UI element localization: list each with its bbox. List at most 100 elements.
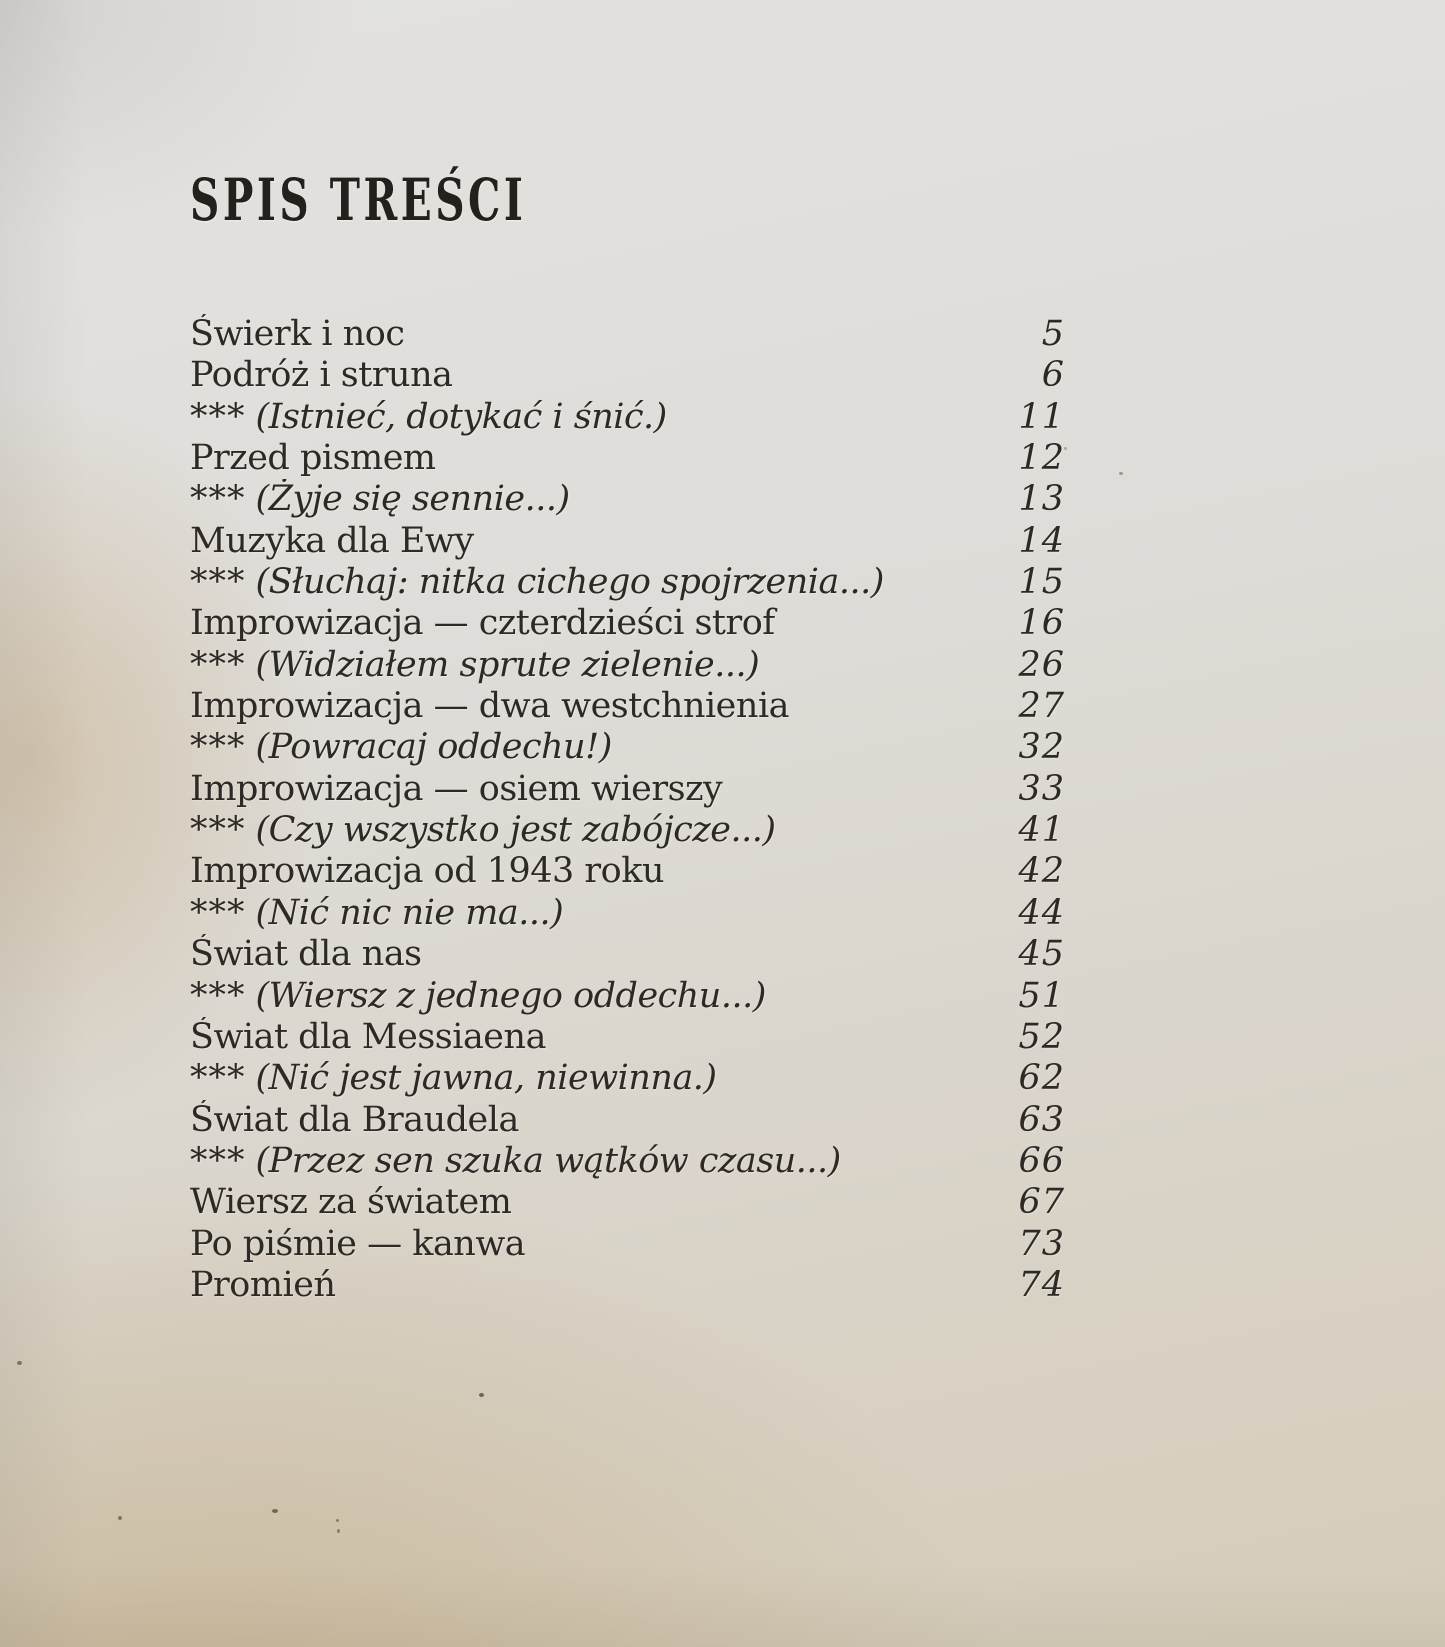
entry-title: Świat dla nas — [190, 934, 1018, 974]
toc-row: *** (Nić nic nie ma...) 44 — [190, 893, 1065, 934]
entry-text: Przed pismem — [190, 438, 436, 479]
dust-speck — [272, 1509, 278, 1513]
entry-stars: *** — [190, 479, 246, 520]
entry-page-number: 45 — [1018, 934, 1065, 975]
toc-row: Podróż i struna 6 — [190, 355, 1065, 396]
entry-text: Improwizacja — dwa westchnienia — [190, 686, 790, 727]
entry-title: Improwizacja — osiem wierszy — [190, 769, 1018, 809]
toc-row: *** (Istnieć, dotykać i śnić.) 11 — [190, 397, 1065, 438]
toc-row: *** (Żyje się sennie...) 13 — [190, 479, 1065, 520]
toc-row: *** (Widziałem sprute zielenie...) 26 — [190, 645, 1065, 686]
entry-text: (Nić nic nie ma...) — [255, 892, 564, 933]
toc-row: Wiersz za światem 67 — [190, 1182, 1065, 1223]
dust-speck — [1119, 472, 1123, 475]
dust-speck — [118, 1516, 122, 1520]
toc-row: Świat dla Messiaena 52 — [190, 1017, 1065, 1058]
entry-text: Świerk i noc — [190, 314, 405, 354]
entry-title: Promień — [190, 1265, 1018, 1305]
entry-page-number: 44 — [1018, 892, 1065, 933]
entry-title: Po piśmie — kanwa — [190, 1224, 1018, 1264]
dust-speck — [336, 1519, 339, 1522]
entry-text: Podróż i struna — [190, 355, 453, 396]
entry-title: *** (Przez sen szuka wątków czasu...) — [190, 1141, 1018, 1181]
entry-title: Improwizacja od 1943 roku — [190, 851, 1018, 891]
entry-title: Świat dla Messiaena — [190, 1017, 1018, 1057]
entry-text: (Czy wszystko jest zabójcze...) — [255, 810, 776, 851]
toc-row: *** (Przez sen szuka wątków czasu...) 66 — [190, 1141, 1065, 1182]
entry-title: *** (Czy wszystko jest zabójcze...) — [190, 810, 1018, 850]
entry-page-number: 14 — [1018, 520, 1065, 561]
toc-row: *** (Powracaj oddechu!) 32 — [190, 727, 1065, 768]
entry-stars: *** — [190, 975, 246, 1016]
toc-row: Przed pismem 12 — [190, 438, 1065, 479]
toc-row: Po piśmie — kanwa 73 — [190, 1224, 1065, 1265]
toc-row: Świat dla nas 45 — [190, 934, 1065, 975]
entry-page-number: 11 — [1018, 396, 1065, 437]
entry-page-number: 13 — [1018, 479, 1065, 520]
entry-title: Świerk i noc — [190, 314, 1042, 354]
toc-row: Improwizacja od 1943 roku 42 — [190, 851, 1065, 892]
toc-row: Improwizacja — dwa westchnienia 27 — [190, 686, 1065, 727]
entry-stars: *** — [190, 396, 246, 437]
entry-title: *** (Istnieć, dotykać i śnić.) — [190, 397, 1018, 437]
toc-row: Świat dla Braudela 63 — [190, 1100, 1065, 1141]
entry-page-number: 27 — [1018, 686, 1065, 727]
entry-text: Świat dla Messiaena — [190, 1016, 546, 1057]
entry-title: Przed pismem — [190, 438, 1018, 478]
entry-page-number: 73 — [1018, 1223, 1065, 1264]
toc-row: *** (Słuchaj: nitka cichego spojrzenia...… — [190, 562, 1065, 603]
entry-stars: *** — [190, 644, 246, 685]
entry-text: Improwizacja od 1943 roku — [190, 851, 664, 892]
toc-row: *** (Nić jest jawna, niewinna.) 62 — [190, 1058, 1065, 1099]
toc-row: Improwizacja — osiem wierszy 33 — [190, 769, 1065, 810]
entry-title: Improwizacja — czterdzieści strof — [190, 603, 1018, 643]
entry-text: Świat dla nas — [190, 934, 422, 975]
entry-page-number: 6 — [1041, 355, 1065, 396]
entry-stars: *** — [190, 892, 246, 933]
entry-text: Improwizacja — czterdzieści strof — [190, 603, 775, 644]
entry-page-number: 16 — [1018, 603, 1065, 644]
toc-row: Świerk i noc 5 — [190, 314, 1065, 355]
toc-row: *** (Wiersz z jednego oddechu...) 51 — [190, 976, 1065, 1017]
entry-page-number: 15 — [1018, 562, 1065, 603]
entry-text: (Nić jest jawna, niewinna.) — [255, 1058, 718, 1099]
entry-text: Promień — [190, 1264, 336, 1305]
entry-title: Wiersz za światem — [190, 1182, 1018, 1222]
entry-stars: *** — [190, 1140, 246, 1181]
dust-speck — [17, 1361, 22, 1365]
entry-text: (Wiersz z jednego oddechu...) — [255, 975, 767, 1016]
entry-stars: *** — [190, 1058, 246, 1099]
entry-page-number: 41 — [1018, 810, 1065, 851]
entry-page-number: 62 — [1018, 1058, 1065, 1099]
dust-speck — [337, 1529, 340, 1533]
entry-title: *** (Słuchaj: nitka cichego spojrzenia...… — [190, 562, 1018, 602]
entry-page-number: 63 — [1018, 1099, 1065, 1140]
toc-row: Promień 74 — [190, 1265, 1065, 1306]
entry-title: Improwizacja — dwa westchnienia — [190, 686, 1018, 726]
entry-title: Świat dla Braudela — [190, 1100, 1018, 1140]
toc-row: *** (Czy wszystko jest zabójcze...) 41 — [190, 810, 1065, 851]
entry-page-number: 67 — [1018, 1182, 1065, 1223]
entry-title: *** (Wiersz z jednego oddechu...) — [190, 976, 1018, 1016]
entry-text: Po piśmie — kanwa — [190, 1223, 526, 1264]
entry-text: (Powracaj oddechu!) — [255, 727, 613, 768]
toc-row: Muzyka dla Ewy 14 — [190, 521, 1065, 562]
toc-row: Improwizacja — czterdzieści strof 16 — [190, 603, 1065, 644]
entry-text: (Istnieć, dotykać i śnić.) — [255, 396, 668, 437]
entry-stars: *** — [190, 810, 246, 851]
entry-page-number: 51 — [1018, 975, 1065, 1016]
entry-title: *** (Nić jest jawna, niewinna.) — [190, 1058, 1018, 1098]
entry-page-number: 32 — [1018, 727, 1065, 768]
entry-title: *** (Widziałem sprute zielenie...) — [190, 645, 1018, 685]
entry-stars: *** — [190, 727, 246, 768]
entry-text: Muzyka dla Ewy — [190, 520, 474, 561]
entry-text: Wiersz za światem — [190, 1182, 512, 1223]
entry-page-number: 52 — [1018, 1016, 1065, 1057]
entry-title: *** (Powracaj oddechu!) — [190, 727, 1018, 767]
entry-text: (Żyje się sennie...) — [255, 479, 571, 520]
toc-list: Świerk i noc 5 Podróż i struna 6 *** (Istnieć… — [190, 314, 1065, 1306]
entry-title: Muzyka dla Ewy — [190, 521, 1018, 561]
entry-title: *** (Żyje się sennie...) — [190, 479, 1018, 519]
dust-speck — [479, 1393, 484, 1397]
